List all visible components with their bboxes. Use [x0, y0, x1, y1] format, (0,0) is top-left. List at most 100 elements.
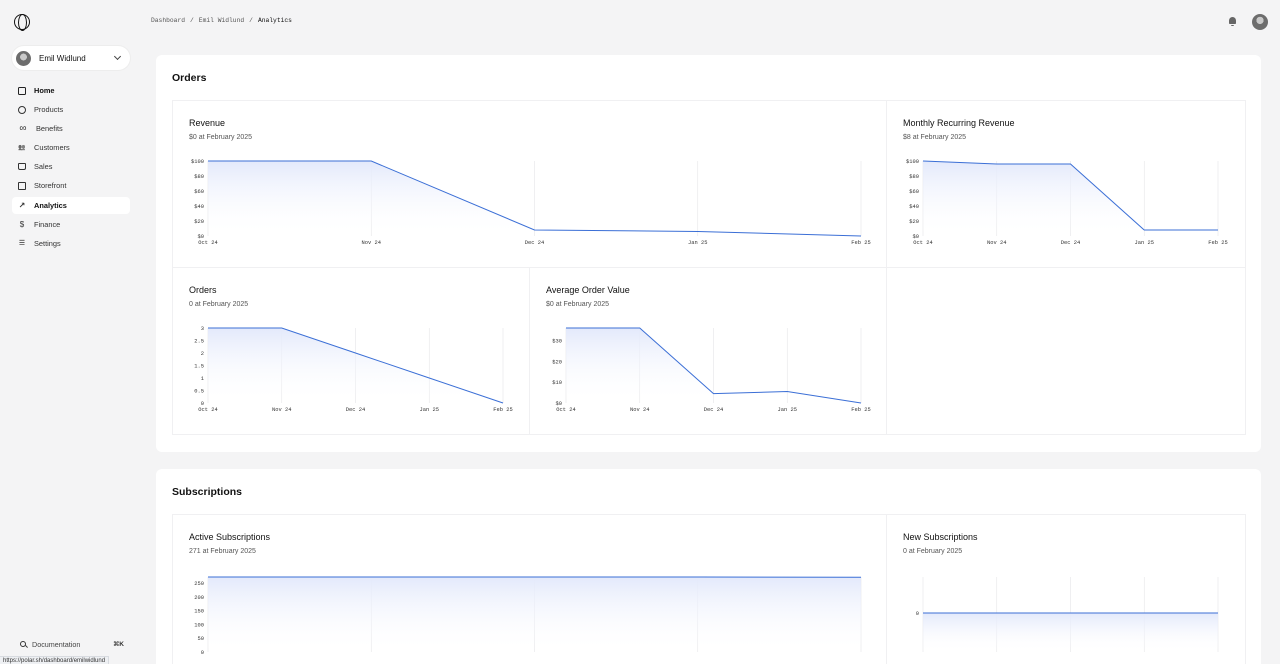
y-tick-label: 0 [916, 611, 919, 617]
chart-subtitle: $0 at February 2025 [189, 134, 253, 141]
section-title: Orders [172, 72, 207, 84]
documentation-link[interactable]: Documentation ⌘K [12, 636, 130, 652]
x-tick-label: Jan 25 [688, 240, 707, 246]
y-tick-label: $20 [909, 219, 919, 225]
bell-icon[interactable] [1228, 17, 1236, 26]
x-tick-label: Feb 25 [851, 407, 870, 413]
sidebar-item-label: Customers [34, 143, 70, 153]
y-tick-label: $60 [194, 189, 204, 195]
sidebar: Emil Widlund Home Products Benefits Cust… [0, 0, 142, 664]
breadcrumb-current: Analytics [257, 17, 292, 24]
x-tick-label: Nov 24 [630, 407, 649, 413]
x-tick-label: Jan 25 [420, 407, 439, 413]
y-tick-label: $0 [198, 234, 204, 240]
y-tick-label: $20 [552, 359, 562, 365]
breadcrumb-account[interactable]: Emil Widlund [198, 17, 245, 24]
chart-series-line [566, 327, 862, 404]
sidebar-item-sales[interactable]: Sales [12, 158, 130, 175]
chart-series-line [208, 327, 504, 404]
chart-card-revenue: Revenue $0 at February 2025 $0 $20 $40 $60 $… [173, 101, 887, 268]
sidebar-item-customers[interactable]: Customers [12, 139, 130, 156]
settings-icon [18, 239, 26, 247]
y-tick-label: 2 [201, 351, 204, 357]
chevron-down-icon [113, 52, 122, 61]
empty-card [887, 268, 1245, 435]
customers-icon [18, 144, 26, 152]
chart-card-active-subscriptions: Active Subscriptions 271 at February 202… [173, 515, 887, 664]
chart-title: Orders [189, 285, 217, 295]
y-tick-label: $60 [909, 189, 919, 195]
chart-series-line [208, 160, 862, 237]
y-tick-label: $80 [909, 174, 919, 180]
y-tick-label: $20 [194, 219, 204, 225]
y-tick-label: $80 [194, 174, 204, 180]
y-tick-label: $100 [191, 159, 204, 165]
sidebar-item-analytics[interactable]: Analytics [12, 196, 130, 214]
y-tick-label: $40 [194, 204, 204, 210]
y-tick-label: 150 [194, 609, 204, 615]
chart-area [566, 328, 861, 403]
benefits-icon [18, 125, 28, 133]
x-tick-label: Nov 24 [362, 240, 381, 246]
chart-title: Monthly Recurring Revenue [903, 118, 1015, 128]
subscriptions-section: Subscriptions Active Subscriptions 271 a… [156, 469, 1261, 664]
x-tick-label: Nov 24 [987, 240, 1006, 246]
chart-active-subscriptions: 0 50 100 150 200 250 [194, 576, 862, 656]
breadcrumb-dashboard[interactable]: Dashboard [151, 17, 186, 24]
chart-title: Active Subscriptions [189, 532, 271, 542]
account-name: Emil Widlund [39, 53, 86, 63]
chart-card-orders: Orders 0 at February 2025 0 0.5 1 1.5 2 2.5 3 O… [173, 268, 530, 435]
y-tick-label: $0 [556, 401, 562, 407]
y-tick-label: 2.5 [194, 339, 204, 345]
y-tick-label: 0 [201, 401, 204, 407]
sidebar-item-label: Storefront [34, 181, 67, 191]
y-tick-label: $10 [552, 380, 562, 386]
sidebar-item-label: Settings [34, 238, 61, 248]
sidebar-item-storefront[interactable]: Storefront [12, 177, 130, 194]
chart-card-average-order-value: Average Order Value $0 at February 2025 … [530, 268, 887, 435]
sidebar-item-finance[interactable]: Finance [12, 216, 130, 233]
x-tick-label: Oct 24 [198, 407, 217, 413]
x-tick-label: Dec 24 [346, 407, 365, 413]
home-icon [18, 86, 26, 95]
sidebar-item-label: Analytics [34, 200, 67, 210]
chart-card-new-subscriptions: New Subscriptions 0 at February 2025 0 [887, 515, 1245, 664]
y-tick-label: 50 [198, 636, 204, 642]
breadcrumb-separator: / [249, 17, 253, 24]
storefront-icon [18, 181, 26, 190]
avatar[interactable] [1252, 14, 1268, 30]
y-tick-label: 3 [201, 326, 204, 332]
y-tick-label: 1.5 [194, 364, 204, 370]
x-tick-label: Dec 24 [1061, 240, 1080, 246]
chart-average-order-value: $0 $10 $20 $30 Oct 24 Nov 24 Dec 24 Jan 25 Feb 2… [552, 327, 871, 413]
sidebar-item-settings[interactable]: Settings [12, 235, 130, 252]
chart-title: New Subscriptions [903, 532, 978, 542]
chart-revenue: $0 $20 $40 $60 $80 $100 Oct 24 Nov 24 Dec 24 Jan … [191, 159, 871, 246]
x-tick-label: Dec 24 [704, 407, 723, 413]
subscriptions-grid: Active Subscriptions 271 at February 202… [172, 514, 1246, 664]
x-tick-label: Jan 25 [1135, 240, 1154, 246]
polar-logo-icon[interactable] [14, 14, 30, 31]
sidebar-item-products[interactable]: Products [12, 101, 130, 118]
chart-new-subscriptions: 0 [916, 577, 1219, 652]
documentation-label: Documentation [32, 639, 81, 649]
account-switcher[interactable]: Emil Widlund [12, 46, 130, 70]
sidebar-item-home[interactable]: Home [12, 82, 130, 99]
chart-series-line [922, 160, 1218, 231]
chart-area [208, 328, 503, 403]
chart-subtitle: $0 at February 2025 [546, 301, 610, 308]
chart-subtitle: $8 at February 2025 [903, 134, 967, 141]
x-tick-label: Nov 24 [272, 407, 291, 413]
section-title: Subscriptions [172, 486, 243, 498]
breadcrumb: Dashboard / Emil Widlund / Analytics [151, 17, 292, 24]
x-tick-label: Jan 25 [778, 407, 797, 413]
sales-icon [18, 163, 26, 171]
chart-title: Average Order Value [546, 285, 630, 295]
y-tick-label: 250 [194, 581, 204, 587]
chart-area [208, 161, 861, 236]
y-tick-label: $30 [552, 339, 562, 345]
chart-card-mrr: Monthly Recurring Revenue $8 at February… [887, 101, 1245, 268]
sidebar-item-benefits[interactable]: Benefits [12, 120, 130, 137]
y-tick-label: 1 [201, 376, 204, 382]
chart-title: Revenue [189, 118, 226, 128]
